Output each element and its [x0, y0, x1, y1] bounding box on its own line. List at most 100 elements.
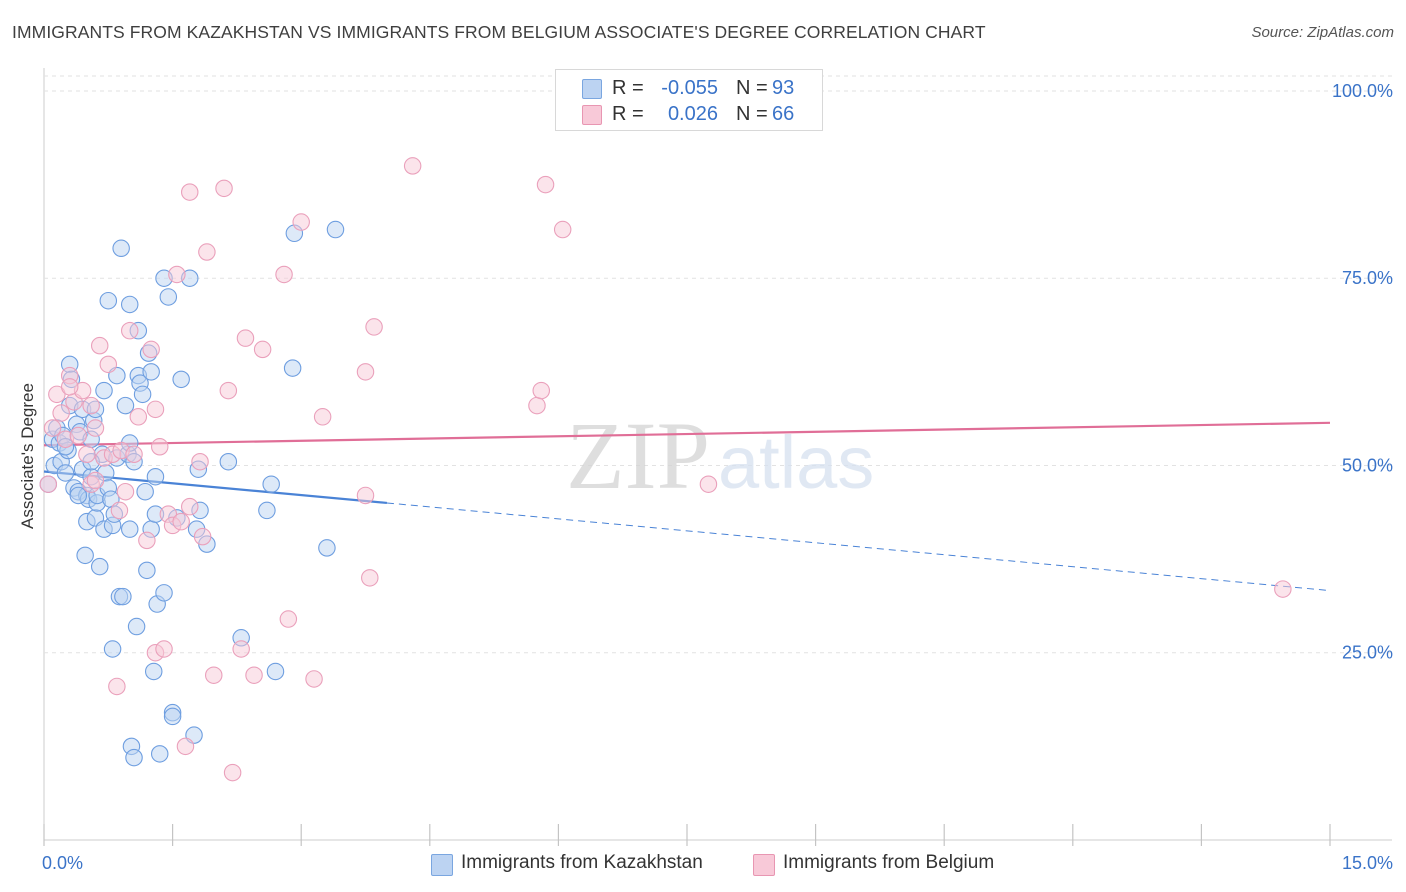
data-point-kazakhstan: [120, 520, 139, 538]
y-tick-label: 75.0%: [1342, 268, 1393, 288]
data-point-belgium: [86, 471, 105, 490]
data-point-belgium: [219, 381, 238, 400]
data-point-belgium: [275, 265, 293, 284]
data-point-belgium: [356, 486, 375, 505]
data-point-belgium: [142, 340, 160, 359]
data-point-kazakhstan: [114, 587, 132, 606]
chart-title: IMMIGRANTS FROM KAZAKHSTAN VS IMMIGRANTS…: [12, 22, 986, 42]
y-tick-labels: 100.0% 75.0% 50.0% 25.0%: [1332, 81, 1393, 663]
legend-label: Immigrants from Belgium: [783, 852, 995, 873]
x-tick-label-min: 0.0%: [42, 853, 83, 873]
data-point-belgium: [528, 396, 546, 415]
r-label: R =: [612, 77, 644, 99]
data-point-belgium: [116, 482, 135, 501]
data-point-belgium: [86, 419, 105, 437]
x-axis-ticks: [43, 824, 1331, 846]
y-tick-label: 100.0%: [1332, 81, 1393, 101]
n-value: 66: [772, 103, 795, 125]
stats-box: R = -0.055 N = 93 R = 0.026 N = 66: [555, 69, 823, 131]
data-point-belgium: [69, 426, 88, 445]
data-point-belgium: [108, 677, 126, 696]
data-point-belgium: [191, 452, 209, 471]
n-value: 93: [772, 77, 795, 99]
data-point-kazakhstan: [266, 662, 285, 681]
data-point-belgium: [172, 512, 190, 531]
data-point-belgium: [99, 355, 118, 374]
grid-lines: [43, 68, 1392, 841]
data-point-belgium: [215, 179, 233, 198]
data-point-belgium: [1274, 580, 1292, 598]
r-label: R =: [612, 103, 644, 125]
data-point-kazakhstan: [146, 467, 165, 486]
data-point-belgium: [193, 527, 212, 546]
data-point-belgium: [253, 340, 272, 359]
watermark: ZIP atlas: [566, 402, 874, 509]
data-point-belgium: [52, 404, 70, 422]
data-point-belgium: [43, 419, 62, 437]
data-point-kazakhstan: [163, 707, 182, 726]
data-point-kazakhstan: [125, 748, 143, 767]
data-point-kazakhstan: [95, 381, 113, 400]
data-point-belgium: [60, 378, 79, 396]
data-point-belgium: [125, 445, 143, 464]
data-point-belgium: [245, 666, 263, 684]
data-point-kazakhstan: [144, 662, 163, 681]
r-value: 0.026: [667, 103, 718, 125]
n-label: N =: [736, 77, 768, 99]
data-point-kazakhstan: [138, 561, 156, 580]
data-point-kazakhstan: [172, 370, 190, 389]
data-point-kazakhstan: [155, 584, 173, 602]
x-tick-label-max: 15.0%: [1342, 853, 1393, 873]
r-value: -0.055: [661, 77, 718, 99]
trend-line-kazakhstan-dashed: [386, 502, 1331, 592]
data-point-belgium: [699, 475, 718, 493]
data-point-kazakhstan: [150, 745, 169, 763]
y-tick-label: 50.0%: [1342, 455, 1393, 475]
data-point-kazakhstan: [90, 557, 109, 576]
data-point-belgium: [313, 408, 332, 426]
data-point-belgium: [48, 385, 66, 404]
data-point-belgium: [82, 396, 100, 415]
data-point-belgium: [176, 737, 195, 756]
n-label: N =: [736, 103, 768, 125]
data-point-kazakhstan: [258, 501, 276, 520]
data-point-belgium: [403, 157, 422, 175]
data-point-kazakhstan: [76, 546, 94, 565]
data-point-belgium: [279, 610, 298, 628]
legend-label: Immigrants from Kazakhstan: [461, 852, 703, 873]
y-tick-label: 25.0%: [1342, 643, 1393, 663]
data-point-kazakhstan: [219, 452, 238, 471]
data-point-belgium: [365, 318, 383, 336]
data-point-belgium: [536, 175, 555, 194]
watermark-atlas: atlas: [718, 421, 874, 504]
data-point-kazakhstan: [136, 482, 154, 501]
data-point-kazakhstan: [283, 359, 302, 377]
data-point-kazakhstan: [69, 486, 88, 505]
data-point-belgium: [205, 666, 223, 684]
data-point-kazakhstan: [159, 288, 178, 306]
data-point-belgium: [180, 497, 199, 516]
data-point-belgium: [155, 640, 173, 658]
data-point-belgium: [90, 336, 109, 355]
data-point-kazakhstan: [103, 640, 122, 658]
data-point-belgium: [168, 265, 186, 284]
source-label: Source: ZipAtlas.com: [1251, 24, 1394, 41]
data-point-belgium: [236, 329, 255, 347]
stats-swatch-belgium: [582, 105, 602, 125]
data-point-belgium: [146, 400, 165, 419]
data-point-belgium: [361, 569, 379, 587]
data-point-belgium: [120, 321, 139, 340]
data-point-belgium: [39, 475, 58, 493]
data-point-belgium: [223, 763, 242, 782]
data-point-kazakhstan: [56, 464, 75, 482]
data-point-belgium: [553, 220, 572, 239]
data-point-kazakhstan: [326, 220, 345, 239]
data-point-kazakhstan: [99, 291, 118, 310]
y-axis-label: Associate's Degree: [18, 383, 37, 529]
data-point-belgium: [180, 183, 199, 201]
data-point-kazakhstan: [142, 363, 160, 381]
legend-swatch-belgium: [753, 854, 775, 876]
data-point-belgium: [138, 531, 156, 550]
data-point-belgium: [78, 445, 96, 464]
